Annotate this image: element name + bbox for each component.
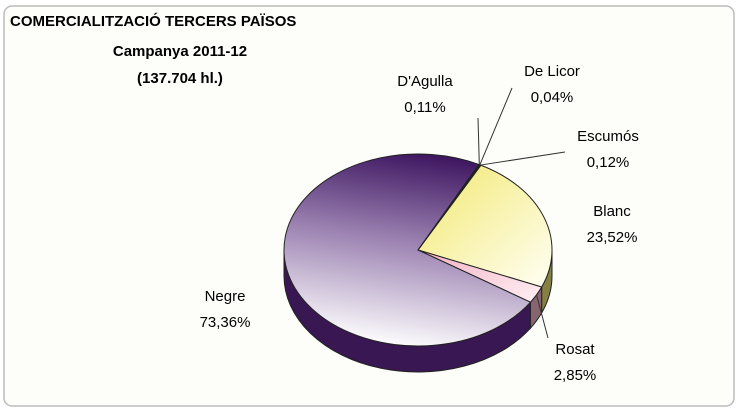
subtitle: (137.704 hl.)	[137, 70, 223, 87]
slice-label: Negre	[205, 288, 246, 305]
slice-label: D'Agulla	[397, 73, 453, 90]
leader-line	[479, 87, 513, 166]
slice-label: Blanc	[593, 203, 631, 220]
subtitle: Campanya 2011-12	[113, 43, 247, 60]
slice-value-label: 0,04%	[531, 89, 574, 106]
slice-label: De Licor	[524, 63, 580, 80]
leader-line	[477, 117, 480, 165]
slice-label: Escumós	[577, 128, 639, 145]
slice-label: Rosat	[555, 341, 595, 358]
leader-line	[536, 294, 549, 339]
slice-value-label: 2,85%	[554, 367, 597, 384]
pie-slice	[417, 164, 553, 288]
slice-value-label: 0,12%	[587, 154, 630, 171]
chart-title: COMERCIALITZACIÓ TERCERS PAÏSOS	[10, 12, 296, 30]
slice-value-label: 0,11%	[404, 99, 445, 116]
leader-line	[480, 151, 566, 166]
slice-value-label: 73,36%	[200, 314, 251, 331]
pie-slice	[283, 153, 532, 347]
slice-value-label: 23,52%	[587, 229, 638, 246]
